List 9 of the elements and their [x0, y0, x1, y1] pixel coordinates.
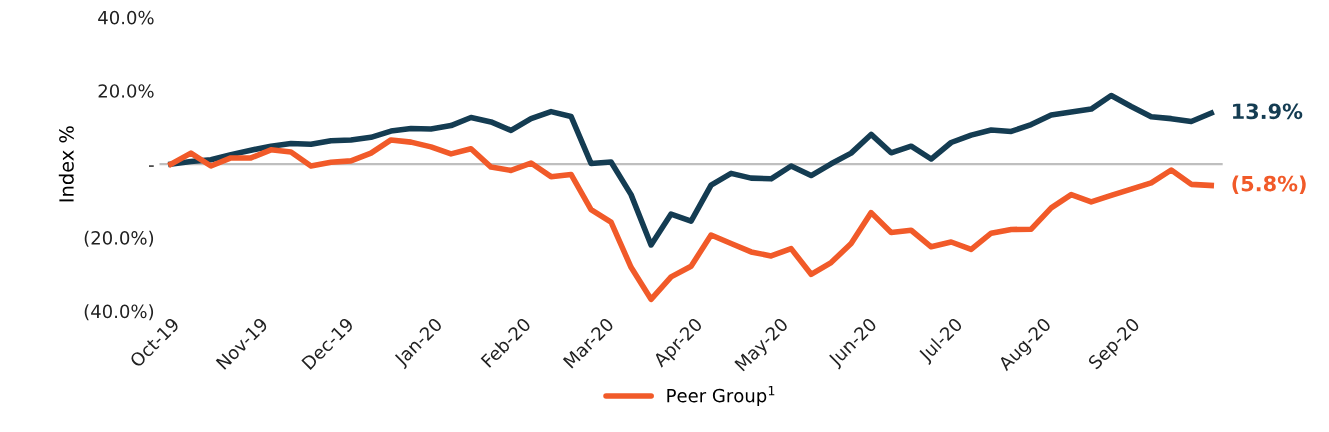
y-tick-label: 20.0%	[98, 84, 154, 98]
legend-label: Peer Group$^{1}$	[667, 386, 775, 406]
y-axis-title: Index %	[58, 126, 74, 202]
y-tick-label: (20.0%)	[84, 230, 154, 247]
y-tick-label: -	[148, 165, 154, 167]
y-tick-label: (40.0%)	[84, 304, 154, 321]
annotation: (5.8%)	[1232, 175, 1306, 194]
annotation: 13.9%	[1233, 103, 1303, 120]
y-tick-label: 40.0%	[98, 10, 154, 25]
